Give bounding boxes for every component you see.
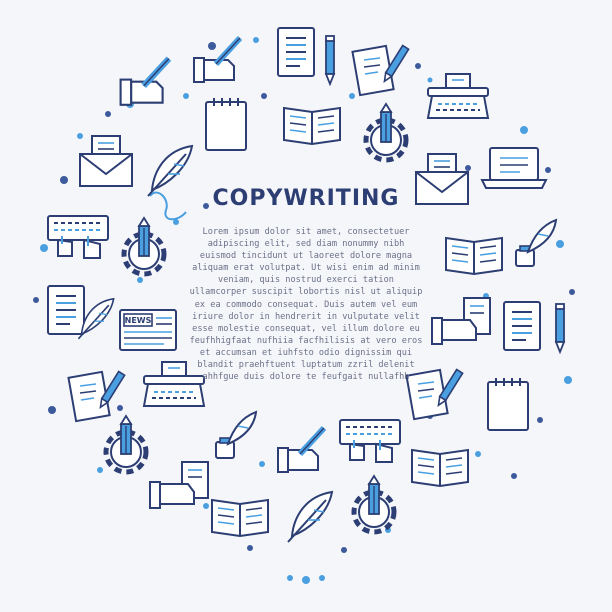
- paper-pencil-icon: [351, 44, 410, 97]
- newspaper-label: NEWS: [125, 316, 152, 325]
- pencil-icon: [555, 303, 565, 353]
- quill-icon: [287, 491, 333, 543]
- hand-pencil-icon: [278, 428, 324, 472]
- notepad-icon: [205, 97, 247, 151]
- document-icon: [47, 285, 85, 335]
- gear-pencil-icon: [354, 476, 394, 532]
- envelope-letter-icon: [79, 135, 133, 187]
- ink-quill-icon: [215, 411, 257, 459]
- pencil-icon: [325, 35, 335, 85]
- document-icon: [277, 27, 315, 77]
- hand-pencil-icon: [194, 38, 240, 82]
- gear-pencil-icon: [124, 218, 164, 274]
- gear-pencil-icon: [106, 416, 146, 472]
- open-book-icon: [411, 449, 469, 487]
- keyboard-typing-icon: [339, 419, 401, 463]
- laptop-icon: [481, 147, 547, 189]
- keyboard-typing-icon: [47, 215, 109, 259]
- open-book-icon: [283, 107, 341, 145]
- gear-pencil-icon: [366, 104, 406, 160]
- open-book-icon: [211, 499, 269, 537]
- open-book-icon: [445, 237, 503, 275]
- hand-document-icon: [431, 297, 491, 345]
- notepad-icon: [487, 377, 529, 431]
- body-text: Lorem ipsum dolor sit amet, consectetuer…: [189, 227, 423, 383]
- hand-pencil-icon: [121, 59, 169, 105]
- paper-pencil-icon: [67, 370, 126, 423]
- hand-document-icon: [149, 461, 209, 509]
- page-title: COPYWRITING: [212, 186, 400, 211]
- ink-quill-icon: [515, 219, 557, 267]
- document-icon: [503, 301, 541, 351]
- typewriter-icon: [427, 73, 489, 119]
- squiggle-decoration: [149, 191, 187, 221]
